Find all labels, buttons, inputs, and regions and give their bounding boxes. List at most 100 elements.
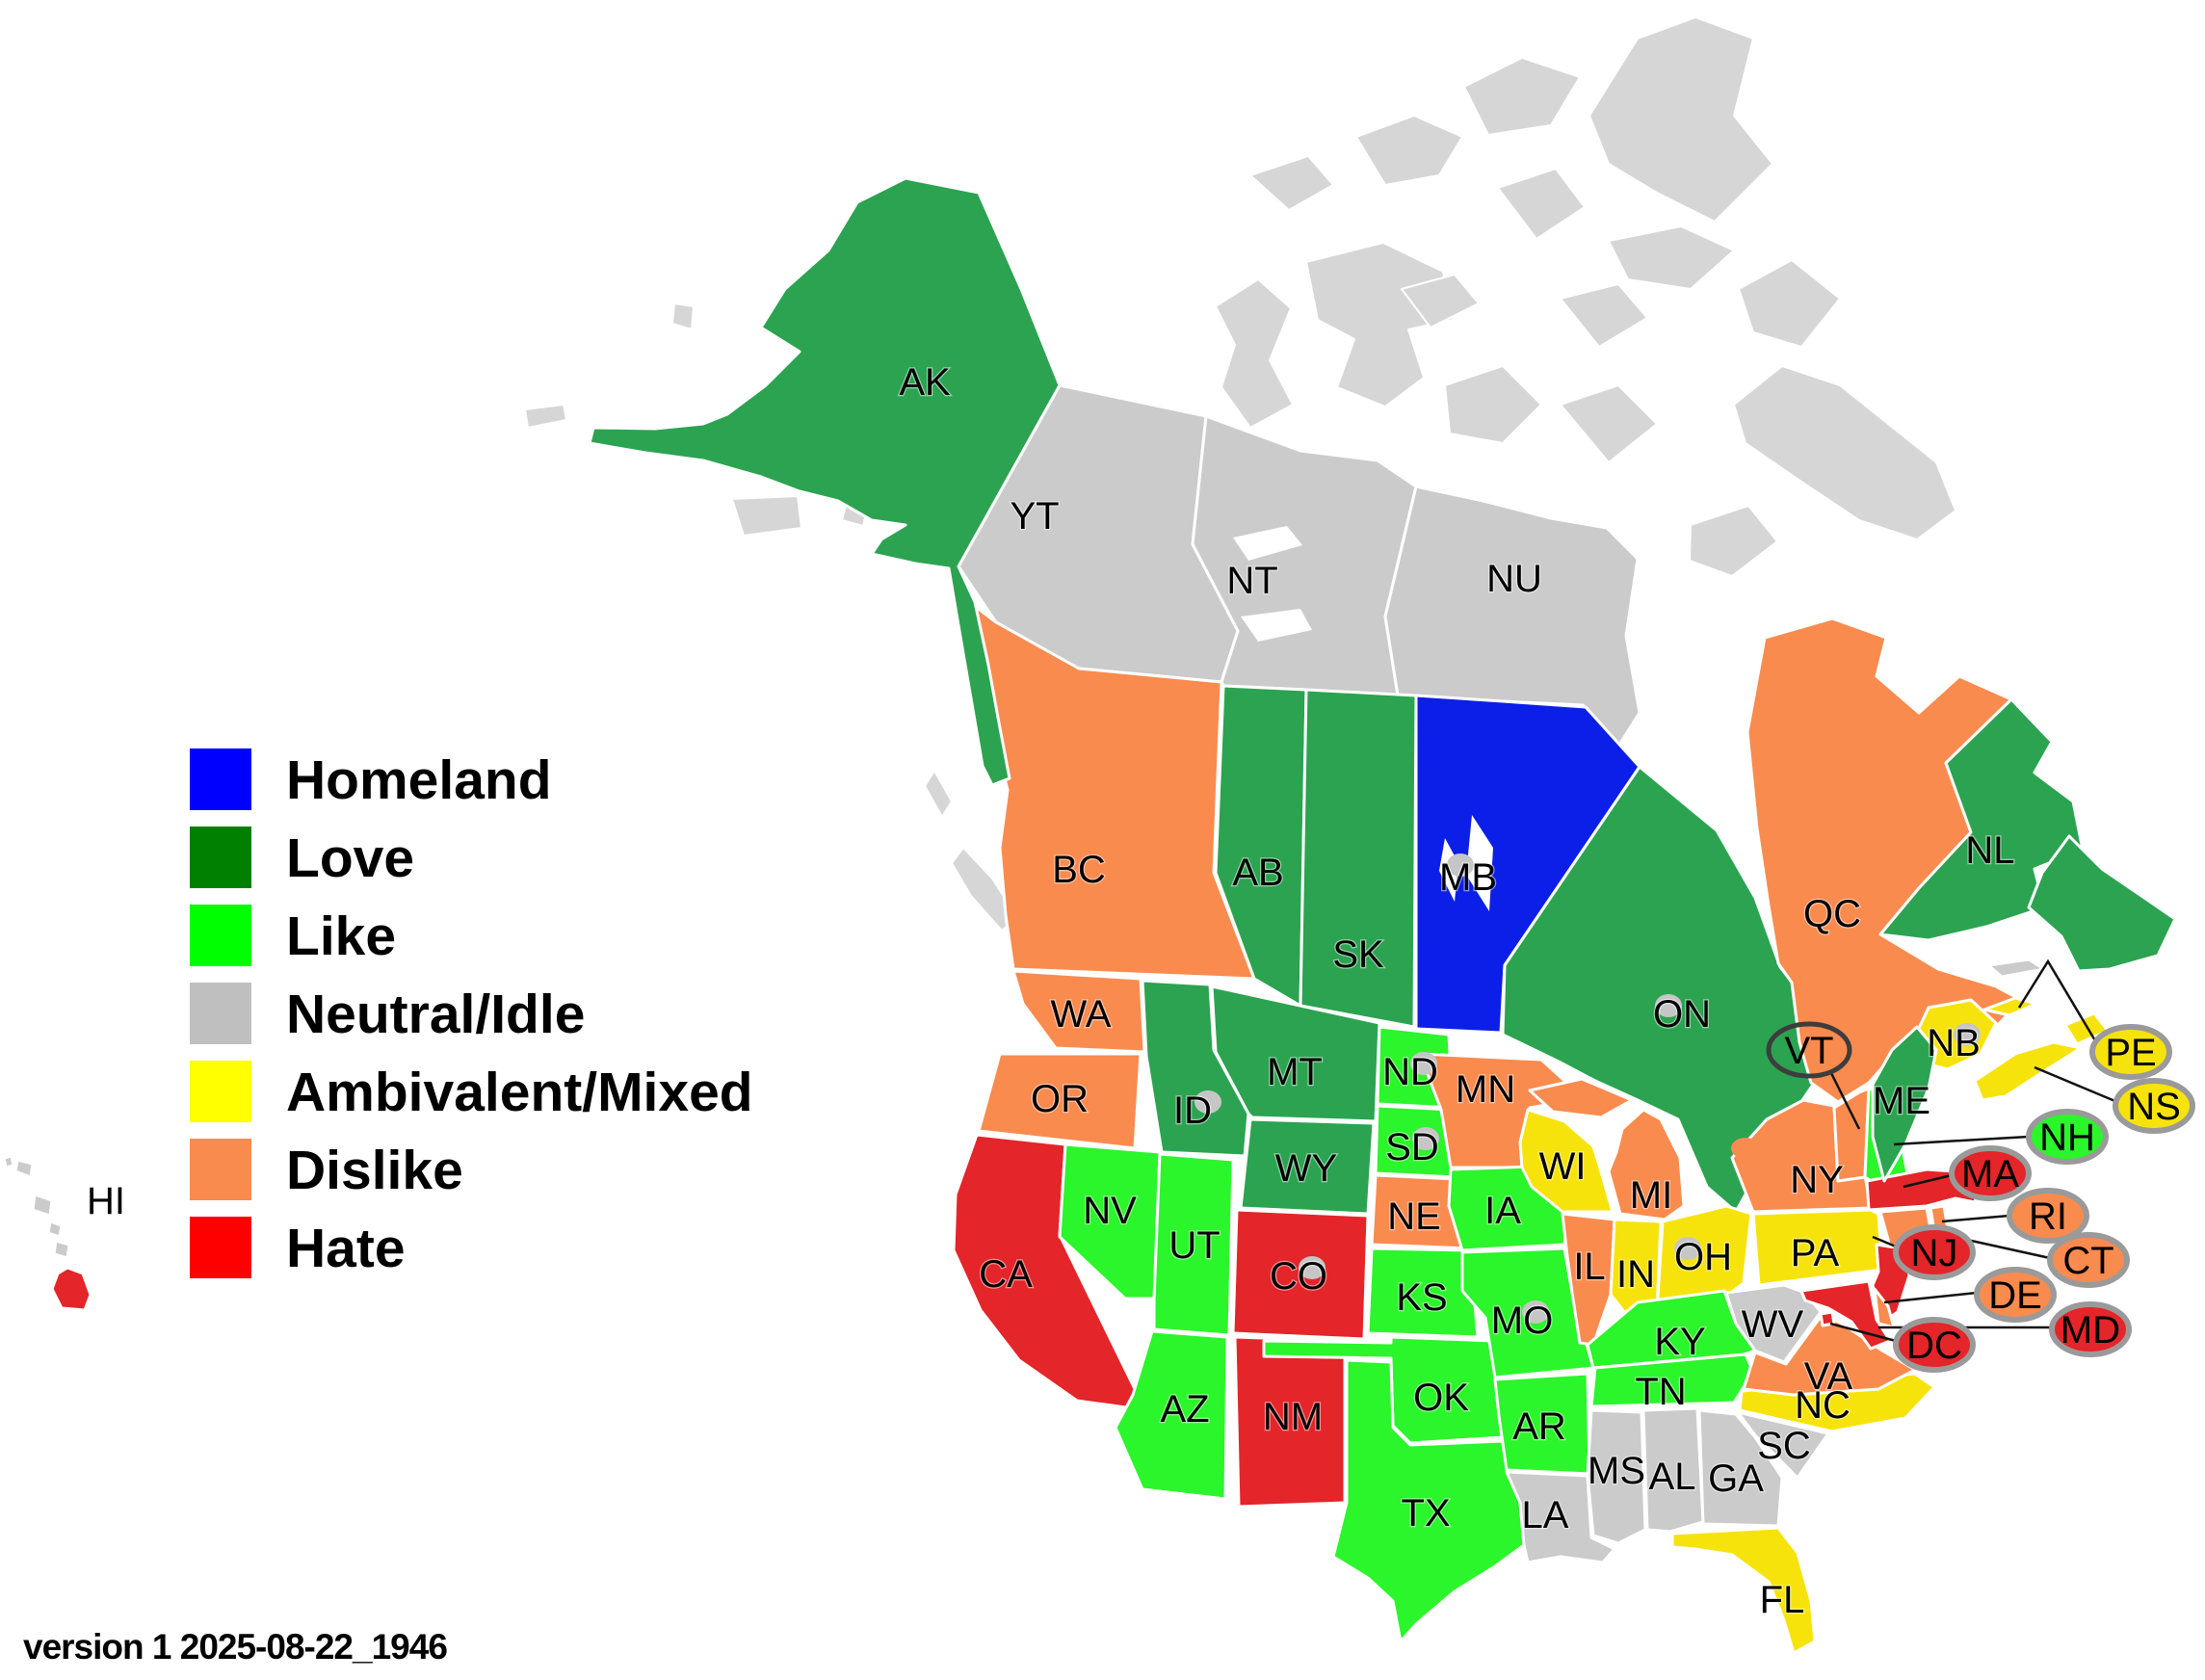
region-tx <box>1331 1358 1526 1643</box>
leader-line-vt <box>1828 1070 1861 1130</box>
arctic-island <box>951 847 1018 932</box>
region-label-va: VA <box>1804 1355 1853 1398</box>
arctic-island <box>1738 259 1841 348</box>
callout-oval-ct <box>2047 1232 2130 1288</box>
region-label-nt: NT <box>1226 560 1277 602</box>
legend-label-like: Like <box>286 906 396 967</box>
leader-line-ma <box>1903 1173 1953 1189</box>
region-md <box>1799 1279 1892 1351</box>
region-label-ky: KY <box>1654 1321 1705 1363</box>
legend-swatch-neutral <box>190 983 251 1044</box>
region-label-ca: CA <box>979 1253 1033 1296</box>
region-hibig <box>50 1266 92 1312</box>
region-label-al: AL <box>1649 1456 1696 1498</box>
label-dot <box>1954 1023 1981 1046</box>
region-label-sc: SC <box>1757 1425 1811 1467</box>
label-dot <box>1522 1300 1549 1324</box>
region-nv <box>1058 1142 1162 1300</box>
hawaii-label: HI <box>87 1180 125 1222</box>
arctic-island <box>1215 278 1294 429</box>
region-ok <box>1262 1335 1505 1445</box>
region-label-nb: NB <box>1927 1022 1981 1064</box>
region-nl <box>1878 697 2085 942</box>
region-label-wy: WY <box>1275 1147 1337 1190</box>
region-ab <box>1214 684 1308 1008</box>
callout-oval-ns <box>2113 1078 2195 1134</box>
region-ga <box>1697 1408 1784 1528</box>
region-label-ak: AK <box>899 361 951 404</box>
region-label-ga: GA <box>1708 1457 1764 1500</box>
region-label-az: AZ <box>1160 1388 1209 1431</box>
region-label-mt: MT <box>1267 1051 1323 1093</box>
arctic-island <box>1733 365 1956 540</box>
region-label-ut: UT <box>1168 1224 1220 1267</box>
callout-label-nh: NH <box>2039 1116 2095 1159</box>
ontario-marker-dot <box>1731 1138 1760 1159</box>
region-or <box>977 1052 1142 1150</box>
region-wi <box>1518 1108 1614 1214</box>
region-label-nc: NC <box>1795 1384 1851 1427</box>
arctic-island <box>1689 505 1778 577</box>
label-dot <box>1412 1127 1439 1150</box>
region-hi3 <box>31 1193 54 1218</box>
region-label-pa: PA <box>1791 1232 1840 1274</box>
region-label-ny: NY <box>1790 1159 1844 1201</box>
arctic-island <box>1463 57 1581 136</box>
region-label-nm: NM <box>1263 1396 1323 1438</box>
region-label-ab: AB <box>1232 852 1283 894</box>
region-mt <box>1210 984 1381 1123</box>
callout-label-ct: CT <box>2062 1240 2113 1282</box>
version-text: version 1 2025-08-22_1946 <box>23 1627 447 1667</box>
arctic-island <box>1401 274 1480 328</box>
region-label-bc: BC <box>1052 849 1106 891</box>
arctic-island <box>1608 225 1735 290</box>
region-label-ks: KS <box>1396 1276 1447 1319</box>
arctic-island <box>1560 384 1658 463</box>
arctic-island <box>671 302 695 330</box>
region-label-ne: NE <box>1387 1195 1441 1238</box>
region-label-tx: TX <box>1401 1492 1450 1535</box>
callout-oval-ri <box>2007 1188 2089 1244</box>
leader-line-ri <box>1941 1214 2010 1223</box>
label-dot <box>1655 994 1682 1017</box>
region-label-sk: SK <box>1332 933 1384 976</box>
region-mi_up <box>1528 1077 1634 1119</box>
region-label-tn: TN <box>1635 1371 1686 1413</box>
lake <box>1233 526 1302 561</box>
callout-label-md: MD <box>2061 1309 2120 1352</box>
region-anti <box>1986 958 2046 979</box>
arctic-island <box>1305 242 1454 407</box>
region-label-me: ME <box>1873 1080 1930 1122</box>
region-label-mo: MO <box>1491 1299 1553 1342</box>
region-ms <box>1586 1408 1647 1545</box>
legend-swatch-dislike <box>190 1139 251 1200</box>
region-label-ok: OK <box>1413 1377 1469 1419</box>
leader-line-de <box>1883 1291 1978 1304</box>
arctic-island <box>924 770 953 818</box>
callout-label-dc: DC <box>1906 1325 1962 1367</box>
arctic-island <box>1588 16 1773 223</box>
label-dot <box>1447 853 1474 877</box>
region-ar <box>1493 1372 1591 1476</box>
region-label-fl: FL <box>1760 1579 1805 1621</box>
region-label-wi: WI <box>1539 1145 1587 1188</box>
region-label-nv: NV <box>1083 1190 1137 1232</box>
region-wy <box>1239 1117 1376 1216</box>
region-hi5 <box>52 1239 71 1260</box>
arctic-island <box>731 495 802 537</box>
legend-swatch-like <box>190 905 251 966</box>
region-nm <box>1233 1335 1347 1509</box>
region-wv <box>1724 1283 1823 1364</box>
region-sk <box>1299 688 1418 1029</box>
region-label-yt: YT <box>1010 495 1059 538</box>
region-co <box>1231 1208 1370 1341</box>
callout-oval-nj <box>1893 1224 1976 1280</box>
region-label-ia: IA <box>1484 1190 1521 1232</box>
region-label-nu: NU <box>1486 558 1542 600</box>
callout-oval-md <box>2049 1301 2132 1357</box>
region-va <box>1742 1312 1917 1397</box>
region-label-id: ID <box>1173 1089 1212 1132</box>
region-label-mn: MN <box>1456 1068 1515 1111</box>
